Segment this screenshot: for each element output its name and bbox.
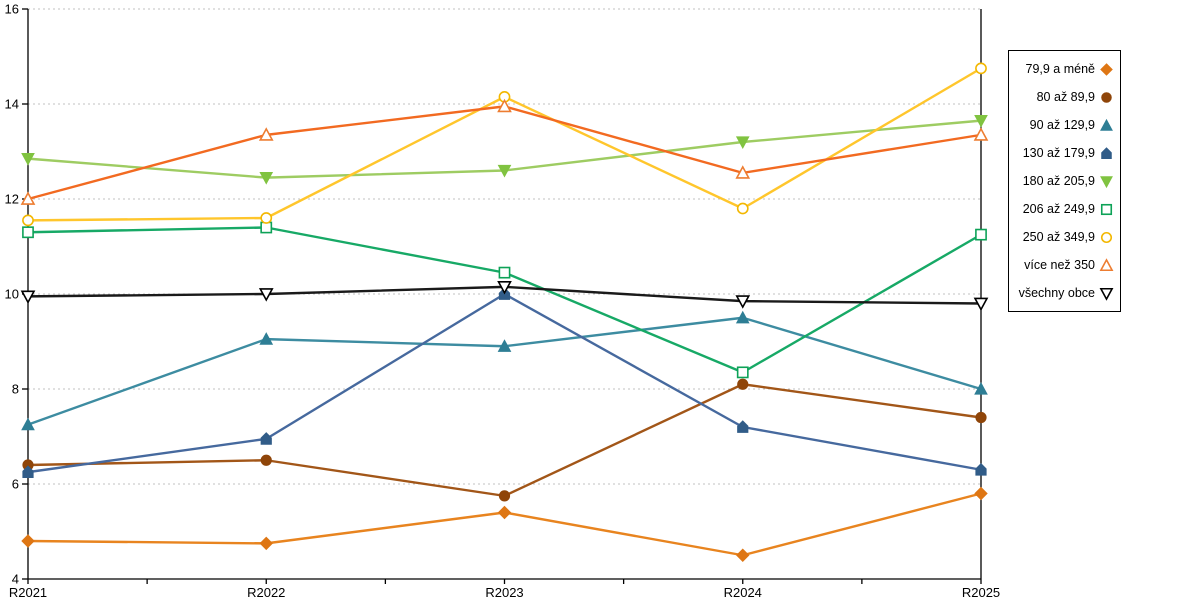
series-line — [27, 292, 982, 474]
data-point-triangle-down-icon — [735, 295, 751, 309]
data-point-triangle-up-icon — [259, 332, 274, 345]
data-point-circle-icon — [975, 411, 987, 424]
data-point-square-icon — [260, 221, 273, 234]
legend-item: 79,9 a méně — [1009, 56, 1120, 82]
data-point-circle-icon — [22, 214, 34, 227]
data-point-triangle-down-icon — [259, 172, 274, 185]
data-point-diamond-icon — [259, 536, 273, 551]
y-axis-tick-label: 6 — [12, 477, 19, 492]
y-axis-tick-label: 10 — [5, 287, 19, 302]
series-markers — [20, 280, 989, 312]
data-point-triangle-down-icon — [973, 297, 989, 312]
series-markers — [21, 310, 988, 431]
data-point-triangle-up-icon — [735, 165, 751, 179]
data-point-triangle-down-icon — [258, 288, 274, 302]
data-point-circle-icon — [736, 202, 749, 215]
x-axis-tick-label: R2023 — [485, 585, 523, 600]
legend-item: všechny obce — [1009, 280, 1120, 306]
legend-marker-circle-icon — [1100, 231, 1113, 243]
legend-item: 250 až 349,9 — [1009, 224, 1120, 250]
legend-marker-triangle-down-icon — [1100, 175, 1113, 188]
legend-label: 180 až 205,9 — [1022, 174, 1095, 188]
data-point-triangle-down-icon — [497, 280, 512, 295]
y-axis-tick-label: 14 — [5, 97, 19, 112]
data-point-circle-icon — [498, 490, 511, 502]
legend-marker-square-icon — [1100, 203, 1113, 215]
series-markers — [22, 378, 987, 502]
data-point-square-icon — [22, 226, 34, 239]
series-line — [27, 316, 982, 426]
legend-label: 250 až 349,9 — [1022, 230, 1095, 244]
x-axis-tick-label: R2021 — [9, 585, 47, 600]
data-point-triangle-down-icon — [497, 164, 512, 178]
data-point-pentagon-icon — [260, 432, 272, 445]
data-point-triangle-up-icon — [973, 127, 989, 141]
legend-label: 130 až 179,9 — [1022, 146, 1095, 160]
data-point-triangle-up-icon — [497, 98, 512, 113]
data-point-circle-icon — [260, 212, 273, 224]
legend-item: více než 350 — [1009, 252, 1120, 278]
data-point-triangle-up-icon — [258, 127, 274, 141]
legend-marker-triangle-down-icon — [1099, 287, 1114, 301]
data-point-pentagon-icon — [737, 420, 749, 433]
data-point-diamond-icon — [21, 534, 35, 548]
legend-item: 180 až 205,9 — [1009, 168, 1120, 194]
legend-label: všechny obce — [1018, 286, 1095, 300]
data-point-circle-icon — [260, 454, 272, 466]
y-axis-tick-label: 4 — [12, 572, 19, 587]
x-axis-tick-label: R2025 — [962, 585, 1000, 600]
legend-label: 90 až 129,9 — [1029, 118, 1095, 132]
data-point-triangle-down-icon — [21, 153, 35, 166]
legend-marker-triangle-up-icon — [1100, 118, 1113, 131]
series-markers — [22, 287, 987, 479]
data-point-pentagon-icon — [975, 463, 987, 476]
series-markers — [22, 62, 987, 227]
data-point-triangle-down-icon — [735, 136, 750, 150]
series-markers — [20, 98, 989, 205]
x-axis-tick-label: R2022 — [247, 585, 285, 600]
data-point-triangle-down-icon — [20, 290, 36, 305]
series-markers — [22, 221, 987, 379]
data-point-circle-icon — [737, 378, 749, 390]
series-line — [27, 383, 982, 498]
series-markers — [21, 115, 988, 185]
legend-item: 130 až 179,9 — [1009, 140, 1120, 166]
data-point-pentagon-icon — [22, 465, 34, 479]
x-axis-tick-label: R2024 — [724, 585, 762, 600]
legend-marker-circle-icon — [1101, 91, 1112, 103]
series-markers — [21, 486, 988, 562]
series-line — [27, 492, 982, 557]
data-point-triangle-up-icon — [497, 339, 512, 352]
legend-label: 206 až 249,9 — [1022, 202, 1095, 216]
legend-marker-triangle-up-icon — [1099, 257, 1114, 271]
legend-label: více než 350 — [1024, 258, 1095, 272]
data-point-triangle-down-icon — [974, 115, 988, 128]
data-point-square-icon — [975, 228, 987, 241]
data-point-triangle-up-icon — [20, 191, 36, 205]
data-point-square-icon — [498, 266, 511, 279]
data-point-triangle-up-icon — [735, 310, 750, 324]
data-point-square-icon — [736, 366, 749, 379]
legend-label: 80 až 89,9 — [1036, 90, 1095, 104]
data-point-diamond-icon — [497, 505, 512, 520]
legend-marker-diamond-icon — [1100, 62, 1113, 76]
data-point-circle-icon — [975, 62, 987, 75]
y-axis-tick-label: 16 — [5, 2, 19, 17]
legend-label: 79,9 a méně — [1025, 62, 1096, 76]
data-point-diamond-icon — [974, 486, 988, 501]
legend: 79,9 a méně 80 až 89,9 90 až 129,9 130 až 1… — [1008, 50, 1121, 312]
legend-item: 206 až 249,9 — [1009, 196, 1120, 222]
data-point-triangle-up-icon — [21, 417, 35, 431]
data-point-diamond-icon — [736, 548, 750, 562]
data-point-triangle-up-icon — [974, 381, 988, 395]
y-axis-tick-label: 8 — [12, 382, 19, 397]
legend-item: 90 až 129,9 — [1009, 112, 1120, 138]
legend-item: 80 až 89,9 — [1009, 84, 1120, 110]
y-axis-tick-label: 12 — [5, 192, 19, 207]
legend-marker-pentagon-icon — [1101, 146, 1112, 159]
